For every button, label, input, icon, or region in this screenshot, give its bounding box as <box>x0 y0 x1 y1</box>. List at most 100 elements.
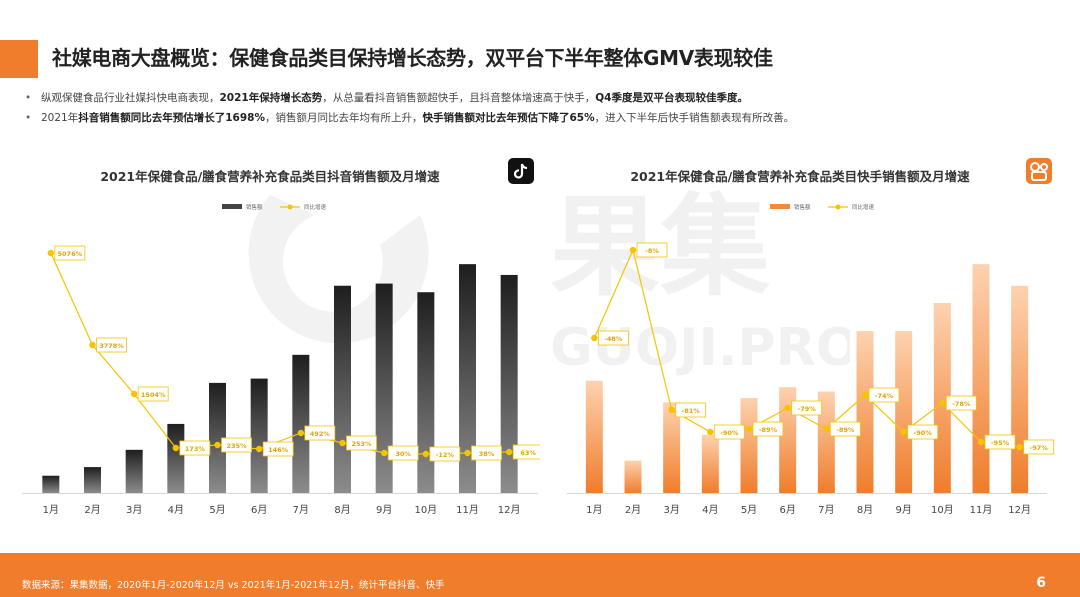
growth-point <box>668 406 675 414</box>
growth-point <box>1016 443 1023 451</box>
growth-label: 1504% <box>141 391 166 399</box>
growth-point <box>339 439 346 447</box>
legend-line-marker <box>835 204 841 210</box>
growth-label-box <box>387 445 419 461</box>
growth-point <box>297 429 305 437</box>
growth-label: -12% <box>436 451 455 459</box>
kuaishou-icon <box>1026 158 1052 184</box>
growth-point <box>900 428 907 436</box>
bar-3月 <box>125 449 143 493</box>
growth-label-box <box>137 386 169 402</box>
x-tick-label: 6月 <box>251 504 267 516</box>
bar-12月 <box>1011 285 1029 493</box>
growth-label-box <box>907 424 939 440</box>
douyin-sales-chart: 2021年保健食品/膳食营养补充食品类目抖音销售额及月增速 销售额 同比增速 1月 2月… <box>20 150 540 525</box>
bullet-1-segment: 2021年保持增长态势 <box>219 92 323 104</box>
legend-line-marker <box>287 204 293 210</box>
bar-4月 <box>167 423 185 493</box>
bar-8月 <box>856 331 874 493</box>
growth-label-box <box>304 425 336 441</box>
legend-line-label: 同比增速 <box>852 203 875 211</box>
growth-point <box>255 445 263 453</box>
growth-label-box <box>262 441 294 457</box>
growth-label: -78% <box>952 400 971 408</box>
growth-label: 63% <box>520 449 536 457</box>
bar-9月 <box>375 283 393 493</box>
growth-label: -74% <box>875 392 894 400</box>
growth-label-box <box>868 387 900 403</box>
x-tick-label: 8月 <box>857 504 873 516</box>
growth-label: -81% <box>682 407 701 415</box>
growth-point <box>745 425 753 433</box>
growth-point <box>89 341 96 349</box>
chart-title: 2021年保健食品/膳食营养补充食品类目抖音销售额及月增速 <box>100 169 440 184</box>
x-tick-label: 5月 <box>741 504 757 516</box>
summary-bullets: 纵观保健食品行业社媒抖快电商表现，2021年保持增长态势，从总量看抖音销售额超快… <box>25 90 1065 130</box>
bullet-2-segment: 2021年 <box>41 112 79 124</box>
bar-11月 <box>459 264 476 493</box>
x-tick-label: 4月 <box>168 504 184 516</box>
growth-point <box>47 249 55 257</box>
growth-label-box <box>96 337 127 353</box>
growth-line <box>593 248 1020 448</box>
x-tick-label: 1月 <box>586 504 602 516</box>
x-tick-label: 3月 <box>126 504 142 516</box>
growth-label: -97% <box>1030 444 1049 452</box>
x-tick-label: 10月 <box>931 504 954 516</box>
growth-point <box>784 404 791 412</box>
bullet-2-segment: 抖音销售额同比去年预估增长了1698% <box>78 112 265 124</box>
bar-3月 <box>663 402 681 493</box>
growth-point <box>591 334 598 342</box>
x-tick-label: 1月 <box>43 504 59 516</box>
growth-label: 38% <box>479 450 495 458</box>
chart-title: 2021年保健食品/膳食营养补充食品类目快手销售额及月增速 <box>630 169 970 184</box>
growth-line <box>50 252 510 455</box>
growth-point <box>464 449 471 457</box>
bar-8月 <box>334 285 351 493</box>
x-tick-label: 2月 <box>625 504 641 516</box>
bar-5月 <box>209 382 226 493</box>
growth-point <box>861 391 869 399</box>
x-tick-label: 10月 <box>414 504 437 516</box>
summary-bullet-1: 纵观保健食品行业社媒抖快电商表现，2021年保持增长态势，从总量看抖音销售额超快… <box>25 90 1065 110</box>
x-tick-label: 6月 <box>779 504 795 516</box>
growth-label: 30% <box>395 450 411 458</box>
growth-label-box <box>512 444 540 460</box>
bar-1月 <box>42 475 60 493</box>
douyin-note-glyph <box>513 163 528 179</box>
growth-label: -79% <box>798 405 817 413</box>
growth-point <box>707 428 714 436</box>
bar-7月 <box>817 391 835 493</box>
growth-point <box>823 425 830 433</box>
bullet-2-segment: ，销售额月同比去年均有所上升， <box>264 112 423 124</box>
growth-label: 146% <box>268 446 289 454</box>
growth-label-box <box>636 242 668 258</box>
bullet-1-segment: Q4季度是双平台表现较佳季度。 <box>595 92 748 104</box>
growth-point <box>172 444 180 452</box>
bar-12月 <box>500 274 518 493</box>
growth-label: -48% <box>604 335 623 343</box>
growth-label-box <box>346 435 377 451</box>
growth-label-box <box>829 421 861 437</box>
footer-bar <box>0 553 1080 597</box>
x-tick-label: 5月 <box>209 504 225 516</box>
growth-label: -90% <box>720 429 739 437</box>
x-tick-label: 12月 <box>1008 504 1031 516</box>
growth-label: 173% <box>185 445 206 453</box>
growth-label-box <box>221 437 252 453</box>
data-source: 数据来源：果集数据，2020年1月-2020年12月 vs 2021年1月-20… <box>22 580 445 591</box>
x-tick-label: 4月 <box>702 504 718 516</box>
growth-label: 5076% <box>58 250 83 258</box>
kuaishou-lens-2 <box>1040 163 1048 171</box>
legend-bar-swatch <box>222 204 242 209</box>
growth-point <box>629 246 637 254</box>
x-tick-label: 7月 <box>293 504 309 516</box>
growth-label-box <box>713 424 745 440</box>
bar-5月 <box>740 398 758 493</box>
growth-label-box <box>791 400 823 416</box>
growth-label-box <box>179 440 211 456</box>
x-tick-label: 11月 <box>970 504 993 516</box>
growth-label: 253% <box>351 440 372 448</box>
page-number: 6 <box>1036 575 1046 591</box>
